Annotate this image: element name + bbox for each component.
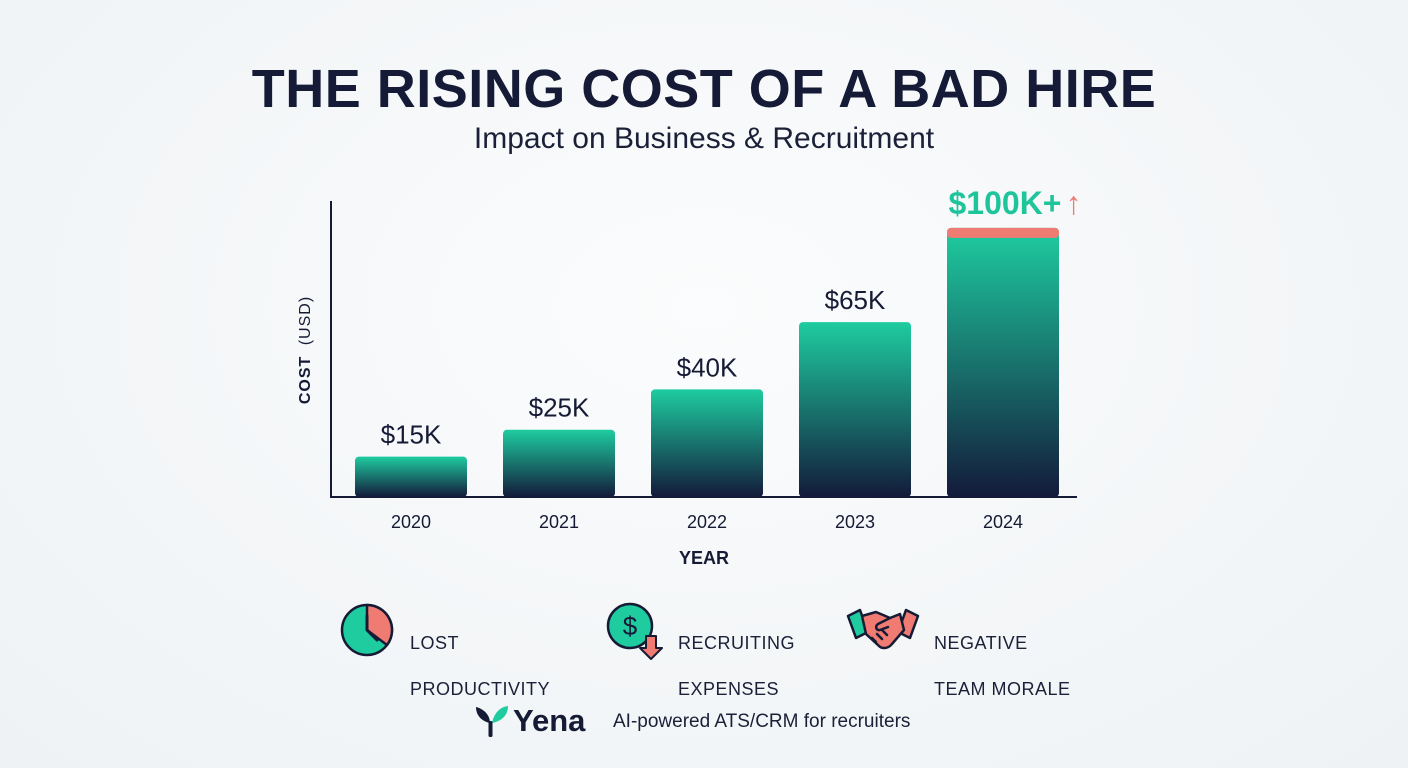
footer: Yena AI-powered ATS/CRM for recruiters <box>0 700 1408 744</box>
legend-item-productivity: LOST PRODUCTIVITY <box>340 600 580 699</box>
value-label-2024: $100K+ ↑ <box>949 185 1082 221</box>
handshake-icon <box>846 608 920 650</box>
page-title: THE RISING COST OF A BAD HIRE <box>251 59 1157 119</box>
value-label-2021: $25K <box>529 393 590 423</box>
bar-2022 <box>651 389 763 497</box>
legend-line1: RECRUITING <box>678 633 795 653</box>
value-label-2023: $65K <box>825 285 886 315</box>
x-tick-label: 2022 <box>687 512 727 532</box>
bar-2024 <box>947 227 1059 497</box>
value-label-2020: $15K <box>381 420 442 450</box>
bar-2021 <box>503 429 615 497</box>
legend-line2: PRODUCTIVITY <box>410 679 551 699</box>
x-tick-label: 2024 <box>983 512 1023 532</box>
svg-text:$: $ <box>623 611 638 641</box>
impact-legend: LOST PRODUCTIVITY $ RECRUITING EXPENSES <box>0 600 1408 699</box>
x-axis-title: YEAR <box>679 548 729 568</box>
legend-line2: EXPENSES <box>678 679 780 699</box>
x-tick-label: 2023 <box>835 512 875 532</box>
bar-highlight-cap <box>947 227 1059 238</box>
x-tick-label: 2021 <box>539 512 579 532</box>
clock-icon <box>340 603 394 657</box>
legend-label-productivity: LOST PRODUCTIVITY <box>410 609 630 701</box>
legend-line2: TEAM MORALE <box>934 679 1071 699</box>
dollar-down-icon: $ <box>606 602 663 660</box>
value-label-text: $100K+ <box>949 185 1062 221</box>
bar-2023 <box>799 322 911 497</box>
brand-name: Yena <box>513 703 586 738</box>
yena-leaf-logo <box>476 706 508 737</box>
y-axis-title: COST (USD) <box>297 296 314 404</box>
up-arrow-icon: ↑ <box>1065 185 1081 221</box>
legend-line1: LOST <box>410 633 460 653</box>
legend-label-expenses: RECRUITING EXPENSES <box>678 609 898 701</box>
legend-item-morale: NEGATIVE TEAM MORALE <box>846 600 1106 699</box>
legend-item-expenses: $ RECRUITING EXPENSES <box>606 600 846 699</box>
y-axis-title-bold: COST <box>297 356 314 404</box>
x-tick-label: 2020 <box>391 512 431 532</box>
page-subtitle: Impact on Business & Recruitment <box>473 122 935 155</box>
legend-label-morale: NEGATIVE TEAM MORALE <box>934 609 1154 701</box>
y-axis-title-unit: (USD) <box>297 296 314 345</box>
bar-2020 <box>355 456 467 497</box>
value-label-2022: $40K <box>677 352 738 382</box>
legend-line1: NEGATIVE <box>934 633 1028 653</box>
brand-tagline: AI-powered ATS/CRM for recruiters <box>613 711 911 732</box>
